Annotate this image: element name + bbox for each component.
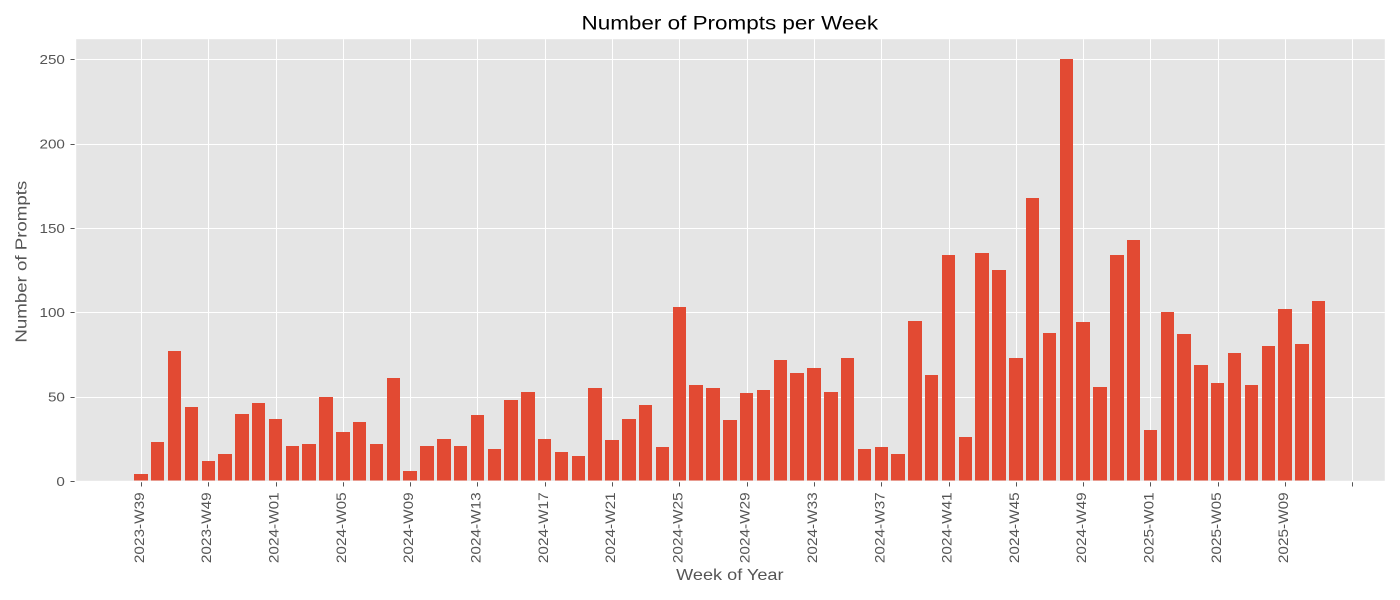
svg-text:0: 0: [56, 474, 64, 489]
svg-text:2024-W05: 2024-W05: [334, 492, 349, 563]
svg-text:2024-W21: 2024-W21: [603, 492, 618, 563]
svg-text:50: 50: [48, 389, 65, 404]
svg-text:100: 100: [39, 305, 64, 320]
svg-text:2024-W17: 2024-W17: [536, 492, 551, 563]
svg-text:2024-W33: 2024-W33: [805, 492, 820, 563]
svg-text:250: 250: [39, 52, 64, 67]
svg-text:2024-W45: 2024-W45: [1007, 492, 1022, 563]
svg-text:Week of Year: Week of Year: [676, 567, 784, 584]
svg-text:2024-W13: 2024-W13: [468, 492, 483, 563]
svg-text:2024-W37: 2024-W37: [872, 492, 887, 563]
svg-text:2024-W29: 2024-W29: [738, 492, 753, 563]
svg-text:2023-W39: 2023-W39: [132, 492, 147, 563]
svg-text:Number of Prompts: Number of Prompts: [14, 181, 31, 343]
svg-text:2025-W09: 2025-W09: [1276, 492, 1291, 563]
svg-text:2024-W41: 2024-W41: [940, 492, 955, 563]
svg-text:150: 150: [39, 221, 64, 236]
svg-text:200: 200: [39, 137, 64, 152]
svg-text:2024-W09: 2024-W09: [401, 492, 416, 563]
svg-text:2023-W49: 2023-W49: [199, 492, 214, 563]
svg-text:2025-W01: 2025-W01: [1141, 492, 1156, 563]
svg-text:2024-W25: 2024-W25: [670, 492, 685, 563]
svg-text:2024-W01: 2024-W01: [267, 492, 282, 563]
svg-text:2024-W49: 2024-W49: [1074, 492, 1089, 563]
svg-text:Number of Prompts per Week: Number of Prompts per Week: [582, 13, 879, 35]
svg-text:2025-W05: 2025-W05: [1209, 492, 1224, 563]
